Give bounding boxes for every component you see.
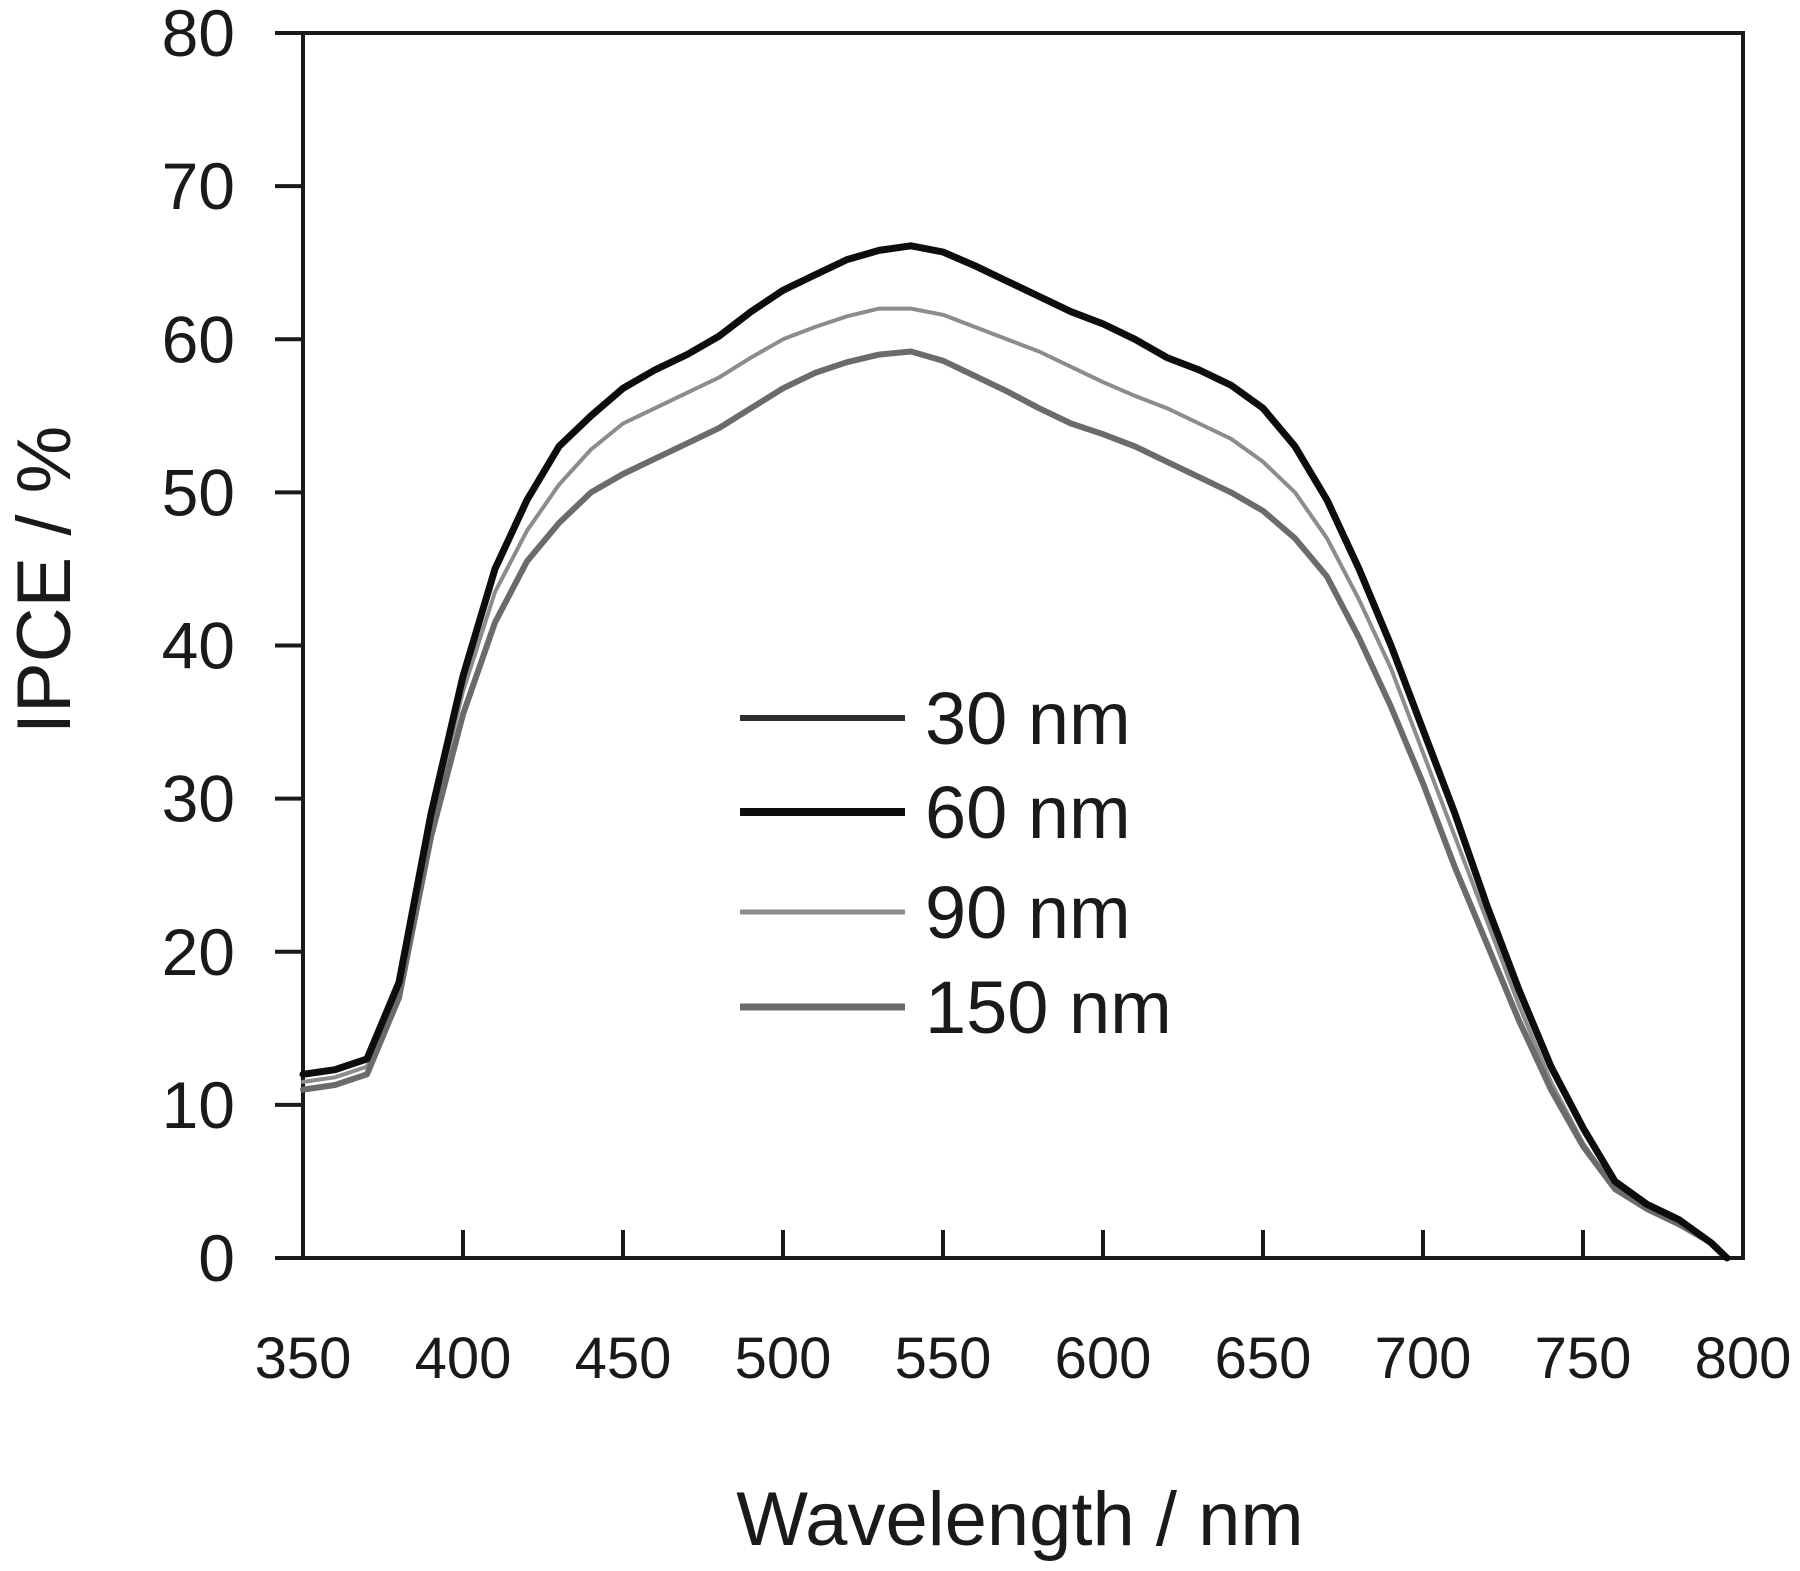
axes: 0 10 20 30 40 50 60 70 80 350 400 450 500 550 600 650 70… (162, 0, 1792, 1391)
y-tick-label: 70 (162, 149, 235, 223)
y-tick-label: 30 (162, 762, 235, 836)
y-tick-label: 10 (162, 1068, 235, 1142)
x-tick-label: 650 (1215, 1326, 1312, 1391)
legend: 30 nm 60 nm 90 nm 150 nm (740, 677, 1172, 1049)
x-tick-label: 800 (1695, 1326, 1792, 1391)
y-tick-label: 80 (162, 0, 235, 70)
legend-label: 60 nm (925, 771, 1131, 854)
plot-frame (301, 31, 1745, 1260)
y-tick-label: 50 (162, 455, 235, 529)
series-line-60-nm (299, 242, 1731, 1262)
x-tick-label: 450 (575, 1326, 672, 1391)
legend-label: 30 nm (925, 677, 1131, 760)
y-tick-label: 40 (162, 609, 235, 683)
y-tick-label: 60 (162, 302, 235, 376)
x-tick-label: 350 (255, 1326, 352, 1391)
x-tick-label: 500 (735, 1326, 832, 1391)
x-tick-label: 550 (895, 1326, 992, 1391)
x-tick-label: 700 (1375, 1326, 1472, 1391)
y-tick-label: 0 (198, 1221, 235, 1295)
x-axis-title: Wavelength / nm (736, 1477, 1303, 1562)
x-tick-label: 400 (415, 1326, 512, 1391)
x-tick-label: 750 (1535, 1326, 1632, 1391)
series-lines (299, 242, 1731, 1262)
y-tick-label: 20 (162, 915, 235, 989)
y-axis-title: IPCE / % (2, 426, 87, 734)
legend-label: 150 nm (925, 966, 1172, 1049)
series-line-150-nm (300, 348, 1730, 1261)
series-line-90-nm (301, 306, 1729, 1260)
legend-label: 90 nm (925, 871, 1131, 954)
x-tick-label: 600 (1055, 1326, 1152, 1391)
